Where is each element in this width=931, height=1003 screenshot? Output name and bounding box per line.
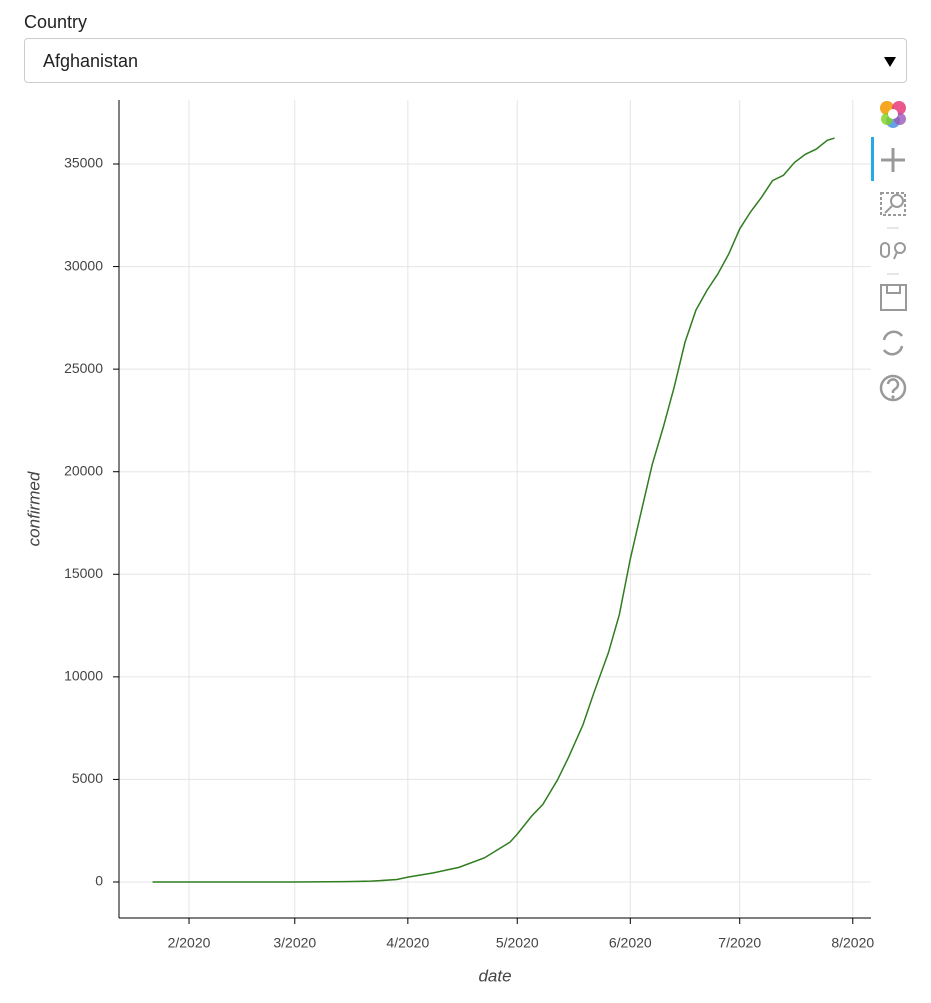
grid xyxy=(119,100,871,918)
y-tick-label: 25000 xyxy=(64,360,103,376)
x-tick-label: 3/2020 xyxy=(273,935,316,951)
y-tick-label: 15000 xyxy=(64,565,103,581)
x-tick-label: 4/2020 xyxy=(386,935,429,951)
select-label: Country xyxy=(24,12,88,32)
y-axis-label: confirmed xyxy=(24,471,43,546)
x-tick-label: 7/2020 xyxy=(718,935,761,951)
x-tick-label: 8/2020 xyxy=(831,935,874,951)
y-tick-label: 35000 xyxy=(64,155,103,171)
pan-tool[interactable] xyxy=(881,148,905,172)
toolbar xyxy=(871,101,907,402)
x-tick-label: 6/2020 xyxy=(609,935,652,951)
data-line xyxy=(152,137,835,883)
box-zoom-tool[interactable] xyxy=(880,192,906,216)
y-tick-label: 5000 xyxy=(72,770,103,786)
y-tick-label: 10000 xyxy=(64,668,103,684)
x-axis-label: date xyxy=(478,966,511,985)
plot-lines xyxy=(152,137,835,883)
country-select[interactable]: Afghanistan xyxy=(24,38,907,83)
y-tick-label: 0 xyxy=(95,873,103,889)
x-tick-label: 5/2020 xyxy=(496,935,539,951)
dropdown-arrow xyxy=(884,57,896,67)
y-tick-label: 30000 xyxy=(64,257,103,273)
reset-tool[interactable] xyxy=(882,330,904,356)
active-indicator xyxy=(871,137,874,181)
help-tool[interactable] xyxy=(879,374,907,402)
wheel-zoom-tool[interactable] xyxy=(880,242,906,260)
x-tick-label: 2/2020 xyxy=(168,935,211,951)
save-tool[interactable] xyxy=(880,284,907,311)
y-tick-label: 20000 xyxy=(64,462,103,478)
bokeh-logo[interactable] xyxy=(880,101,906,128)
select-value: Afghanistan xyxy=(43,51,139,71)
